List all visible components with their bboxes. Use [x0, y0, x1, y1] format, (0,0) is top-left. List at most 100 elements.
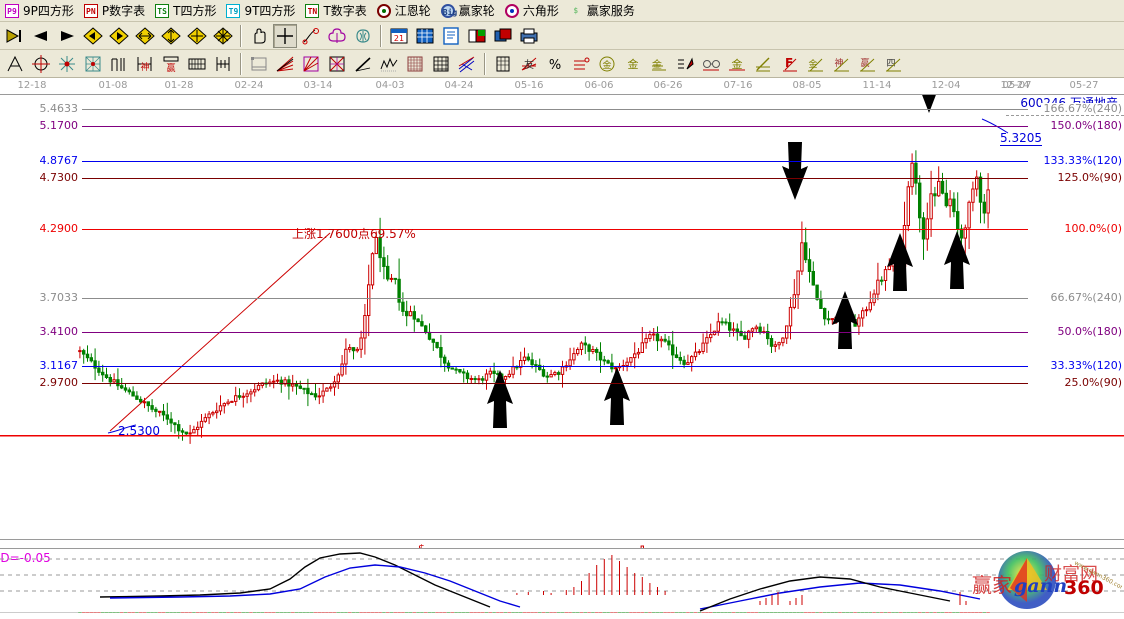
price-level-label-right: 150.0%(180)	[1048, 119, 1122, 132]
toolbar-separator	[240, 24, 242, 47]
menu-item-hexagon[interactable]: 六角形	[502, 1, 566, 21]
calendar-icon[interactable]: 21	[387, 24, 411, 48]
macd-pane[interactable]: CD=-0.05 gann 360 赢家 财富网 www.gann360.com	[0, 548, 1124, 612]
svg-text:金: 金	[732, 57, 743, 71]
zigzag-icon[interactable]	[377, 52, 401, 76]
crosshair-icon[interactable]	[273, 23, 297, 48]
angle-tool-icon[interactable]	[3, 52, 27, 76]
gold-box-icon[interactable]: 金	[725, 52, 749, 76]
star-grid-icon[interactable]	[55, 52, 79, 76]
rect-frame-icon[interactable]	[247, 52, 271, 76]
gann-box-icon[interactable]: 赢	[159, 52, 183, 76]
svg-text:神: 神	[140, 61, 149, 73]
export-icon[interactable]	[491, 24, 515, 48]
ruler-grid-icon[interactable]	[185, 52, 209, 76]
fan-F-icon[interactable]: F	[777, 52, 801, 76]
price-level-label-right: 100.0%(0)	[1062, 222, 1122, 235]
compress-icon[interactable]	[185, 24, 209, 48]
percent-fan-icon[interactable]: 友	[517, 52, 541, 76]
macd-value-label: CD=-0.05	[0, 551, 51, 565]
table-icon[interactable]	[413, 24, 437, 48]
price-level-label-left: 2.9700	[28, 377, 80, 388]
toolbar-separator	[380, 24, 382, 47]
menu-item-9p-square[interactable]: P9 9P四方形	[2, 1, 81, 21]
fan-gold-icon[interactable]: 金	[803, 52, 827, 76]
grid-small-icon[interactable]	[403, 52, 427, 76]
flower-tool-icon[interactable]	[325, 24, 349, 48]
svg-text:金: 金	[808, 58, 817, 70]
price-level-label-right: 50.0%(180)	[1055, 325, 1122, 338]
drawing-toolbar[interactable]: 神 赢 友 % 金	[0, 50, 1124, 78]
menu-item-t-number-table[interactable]: TN T数字表	[302, 1, 373, 21]
step-line-icon[interactable]	[107, 52, 131, 76]
trend-line-icon[interactable]	[351, 52, 375, 76]
dollar-service-icon: $	[573, 5, 579, 15]
macd-dea-line	[109, 564, 521, 608]
chart-area[interactable]: 12-18 01-08 01-28 02-24 03-14 04-03 04-24 05-16…	[0, 78, 1124, 613]
report-icon[interactable]	[439, 24, 463, 48]
pointer-draw-icon[interactable]	[299, 24, 323, 48]
winner-wheel-icon: Big	[440, 3, 457, 18]
percent-line-icon[interactable]	[569, 52, 593, 76]
grid-large-icon[interactable]	[429, 52, 453, 76]
x-axis: 12-18 01-08 01-28 02-24 03-14 04-03 04-24 05-16…	[0, 78, 1124, 95]
next-page-icon[interactable]	[55, 24, 79, 48]
square-grid-icon[interactable]	[81, 52, 105, 76]
price-level-label-right: 66.67%(240)	[1048, 291, 1122, 304]
dashed-reference-line	[1006, 115, 1124, 116]
fan-zen-icon[interactable]: 神	[829, 52, 853, 76]
expand-icon[interactable]	[211, 24, 235, 48]
svg-text:赢: 赢	[860, 57, 869, 69]
prev-page-icon[interactable]	[29, 24, 53, 48]
hand-pan-icon[interactable]	[247, 24, 271, 48]
price-pane[interactable]: 600246 万通地产 5.4633166.67%(240)5.1700150.…	[0, 95, 1124, 539]
fan-lines-icon[interactable]	[273, 52, 297, 76]
menu-item-winner-service[interactable]: $ 赢家服务	[566, 1, 642, 21]
parallel-lines-icon[interactable]	[455, 52, 479, 76]
save-chart-icon[interactable]	[465, 24, 489, 48]
boxed-TS-icon: TS	[155, 3, 170, 18]
fan-si-icon[interactable]: 四	[881, 52, 905, 76]
double-bar-icon[interactable]	[211, 52, 235, 76]
cross-box-icon[interactable]	[325, 52, 349, 76]
price-level-label-right: 133.33%(120)	[1041, 154, 1122, 167]
percent-icon[interactable]: %	[543, 52, 567, 76]
print-chart-icon[interactable]	[517, 24, 541, 48]
gold-fan-icon[interactable]: 金	[621, 52, 645, 76]
zoom-vertical-icon[interactable]	[159, 24, 183, 48]
menu-item-p-number-table[interactable]: PN P数字表	[81, 1, 152, 21]
fan-ying-icon[interactable]: 赢	[855, 52, 879, 76]
target-circle-icon[interactable]	[29, 52, 53, 76]
toolbar-separator	[240, 52, 242, 75]
box-diagonal-icon[interactable]	[299, 52, 323, 76]
menu-label: P数字表	[101, 4, 146, 18]
price-level-label-left: 5.4633	[28, 103, 80, 114]
calc-icon[interactable]	[491, 52, 515, 76]
last-bar-icon[interactable]	[3, 24, 27, 48]
x-axis-tick: 05-27	[1069, 80, 1099, 91]
gann-level-line	[82, 332, 1028, 333]
shift-left-icon[interactable]	[81, 24, 105, 48]
x-axis-tick: 04-24	[444, 80, 474, 91]
shift-right-icon[interactable]	[107, 24, 131, 48]
pen-tool-icon[interactable]	[673, 52, 697, 76]
annotation-arrow	[782, 142, 808, 200]
gold-circle-icon[interactable]: 金	[595, 52, 619, 76]
menu-item-winner-wheel[interactable]: Big 赢家轮	[438, 1, 502, 21]
brain-tool-icon[interactable]	[351, 24, 375, 48]
trend-annotation: 上涨1.7600点69.57%	[292, 227, 416, 241]
glasses-icon[interactable]	[699, 52, 723, 76]
menu-label: 赢家服务	[586, 4, 635, 18]
gann-fan-red-icon[interactable]: 神	[133, 52, 157, 76]
menu-toolbar[interactable]: P9 9P四方形 PN P数字表 TS T四方形 T9 9T四方形 TN T数字…	[0, 0, 1124, 22]
menu-item-9t-square[interactable]: T9 9T四方形	[223, 1, 302, 21]
navigation-toolbar[interactable]: 21	[0, 22, 1124, 50]
x-axis-tick: 04-03	[375, 80, 405, 91]
menu-item-gann-wheel[interactable]: 江恩轮	[374, 1, 438, 21]
fan-up-icon[interactable]	[751, 52, 775, 76]
gold-ladder-icon[interactable]: 金	[647, 52, 671, 76]
menu-item-t-square[interactable]: TS T四方形	[152, 1, 223, 21]
menu-label: 9P四方形	[23, 4, 74, 18]
svg-text:金: 金	[628, 57, 639, 71]
zoom-horizontal-icon[interactable]	[133, 24, 157, 48]
